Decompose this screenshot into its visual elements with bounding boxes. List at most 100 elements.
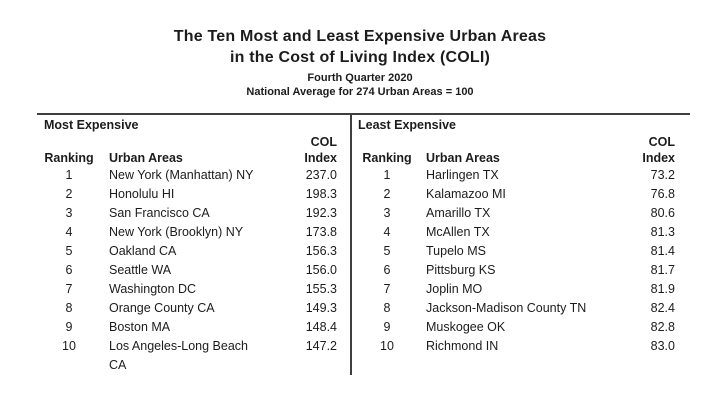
urban-area-cell: Muskogee OK (426, 320, 506, 334)
ranking-cell: 7 (383, 282, 391, 296)
col-header-col: COL (648, 135, 675, 149)
urban-area-cell: Honolulu HI (109, 187, 175, 201)
urban-area-cell: Orange County CA (109, 301, 215, 315)
ranking-cell: 3 (383, 206, 391, 220)
table-row: 10 Los Angeles-Long Beach CA 147.2 (37, 337, 337, 375)
urban-area-cell: McAllen TX (426, 225, 490, 239)
col-index-cell: 147.2 (305, 339, 337, 353)
col-index-cell: 192.3 (305, 206, 337, 220)
col-index-cell: 148.4 (305, 320, 337, 334)
ranking-cell: 5 (65, 244, 73, 258)
col-header-col: COL (310, 135, 337, 149)
urban-area-cell: San Francisco CA (109, 206, 210, 220)
urban-area-cell: Richmond IN (426, 339, 499, 353)
ranking-cell: 7 (65, 282, 73, 296)
document-header: The Ten Most and Least Expensive Urban A… (0, 0, 720, 99)
col-header-index: Index (304, 151, 337, 165)
col-index-cell: 81.9 (650, 282, 675, 296)
urban-area-cell: Washington DC (109, 282, 197, 296)
ranking-cell: 2 (383, 187, 391, 201)
col-index-cell: 81.7 (650, 263, 675, 277)
col-index-cell: 155.3 (305, 282, 337, 296)
section-header-least-expensive: Least Expensive (358, 118, 456, 132)
urban-area-cell: Joplin MO (426, 282, 483, 296)
urban-area-cell: New York (Brooklyn) NY (109, 225, 244, 239)
col-index-cell: 82.4 (650, 301, 675, 315)
table-row: 8 Orange County CA 149.3 (37, 299, 337, 318)
table-row: 8 Jackson-Madison County TN 82.4 (358, 299, 675, 318)
urban-area-cell: Amarillo TX (426, 206, 491, 220)
title-line-1: The Ten Most and Least Expensive Urban A… (173, 28, 547, 45)
col-index-cell: 73.2 (650, 168, 675, 182)
table-row: 1 Harlingen TX 73.2 (358, 166, 675, 185)
col-index-cell: 156.3 (305, 244, 337, 258)
urban-area-cell: Harlingen TX (426, 168, 499, 182)
col-index-cell: 81.3 (650, 225, 675, 239)
col-header-ranking: Ranking (44, 151, 94, 165)
urban-area-cell: Kalamazoo MI (426, 187, 506, 201)
ranking-cell: 5 (383, 244, 391, 258)
subtitle-national-average: National Average for 274 Urban Areas = 1… (246, 86, 474, 98)
ranking-cell: 4 (65, 225, 73, 239)
coli-tables: Most Expensive COL Ranking Urban Areas I… (37, 113, 690, 375)
ranking-cell: 1 (65, 168, 73, 182)
least-expensive-table: COL Ranking Urban Areas Index 1 Harlingen… (358, 134, 675, 356)
header-row: Ranking Urban Areas Index (358, 150, 675, 166)
header-row: Ranking Urban Areas Index (37, 150, 337, 166)
section-header-most-expensive: Most Expensive (44, 118, 139, 132)
col-index-cell: 198.3 (305, 187, 337, 201)
table-row: 2 Honolulu HI 198.3 (37, 185, 337, 204)
col-header-index: Index (642, 151, 675, 165)
table-row: 6 Seattle WA 156.0 (37, 261, 337, 280)
most-expensive-table: COL Ranking Urban Areas Index 1 New York … (37, 134, 337, 375)
table-row: 9 Muskogee OK 82.8 (358, 318, 675, 337)
col-index-cell: 81.4 (650, 244, 675, 258)
table-row: 5 Tupelo MS 81.4 (358, 242, 675, 261)
table-row: 6 Pittsburg KS 81.7 (358, 261, 675, 280)
col-index-cell: 82.8 (650, 320, 675, 334)
ranking-cell: 6 (65, 263, 73, 277)
col-index-cell: 149.3 (305, 301, 337, 315)
table-row: 9 Boston MA 148.4 (37, 318, 337, 337)
col-index-cell: 156.0 (305, 263, 337, 277)
table-row: 2 Kalamazoo MI 76.8 (358, 185, 675, 204)
table-row: 7 Joplin MO 81.9 (358, 280, 675, 299)
table-row: 1 New York (Manhattan) NY 237.0 (37, 166, 337, 185)
urban-area-cell: Pittsburg KS (426, 263, 496, 277)
col-label-row: COL (358, 134, 675, 150)
ranking-cell: 6 (383, 263, 391, 277)
most-expensive-panel: Most Expensive COL Ranking Urban Areas I… (37, 115, 352, 375)
urban-area-cell: Boston MA (109, 320, 171, 334)
urban-area-cell: Oakland CA (109, 244, 177, 258)
col-label-row: COL (37, 134, 337, 150)
col-header-urban-areas: Urban Areas (426, 151, 500, 165)
table-row: 3 Amarillo TX 80.6 (358, 204, 675, 223)
col-index-cell: 83.0 (650, 339, 675, 353)
urban-area-cell: Jackson-Madison County TN (426, 301, 587, 315)
col-index-cell: 173.8 (305, 225, 337, 239)
ranking-cell: 4 (383, 225, 391, 239)
ranking-cell: 10 (380, 339, 394, 353)
least-expensive-panel: Least Expensive COL Ranking Urban Areas … (352, 115, 690, 375)
urban-area-cell: Tupelo MS (426, 244, 486, 258)
ranking-cell: 8 (65, 301, 73, 315)
ranking-cell: 9 (383, 320, 391, 334)
ranking-cell: 8 (383, 301, 391, 315)
table-row: 5 Oakland CA 156.3 (37, 242, 337, 261)
table-row: 7 Washington DC 155.3 (37, 280, 337, 299)
col-index-cell: 80.6 (650, 206, 675, 220)
ranking-cell: 10 (62, 339, 76, 353)
ranking-cell: 2 (65, 187, 73, 201)
subtitle-quarter: Fourth Quarter 2020 (307, 72, 413, 84)
title-line-2: in the Cost of Living Index (COLI) (229, 49, 491, 66)
urban-area-cell: Los Angeles-Long Beach CA (109, 339, 248, 372)
col-header-urban-areas: Urban Areas (109, 151, 183, 165)
col-index-cell: 76.8 (650, 187, 675, 201)
ranking-cell: 3 (65, 206, 73, 220)
table-row: 3 San Francisco CA 192.3 (37, 204, 337, 223)
table-row: 10 Richmond IN 83.0 (358, 337, 675, 356)
table-row: 4 McAllen TX 81.3 (358, 223, 675, 242)
urban-area-cell: New York (Manhattan) NY (109, 168, 254, 182)
urban-area-cell: Seattle WA (109, 263, 172, 277)
